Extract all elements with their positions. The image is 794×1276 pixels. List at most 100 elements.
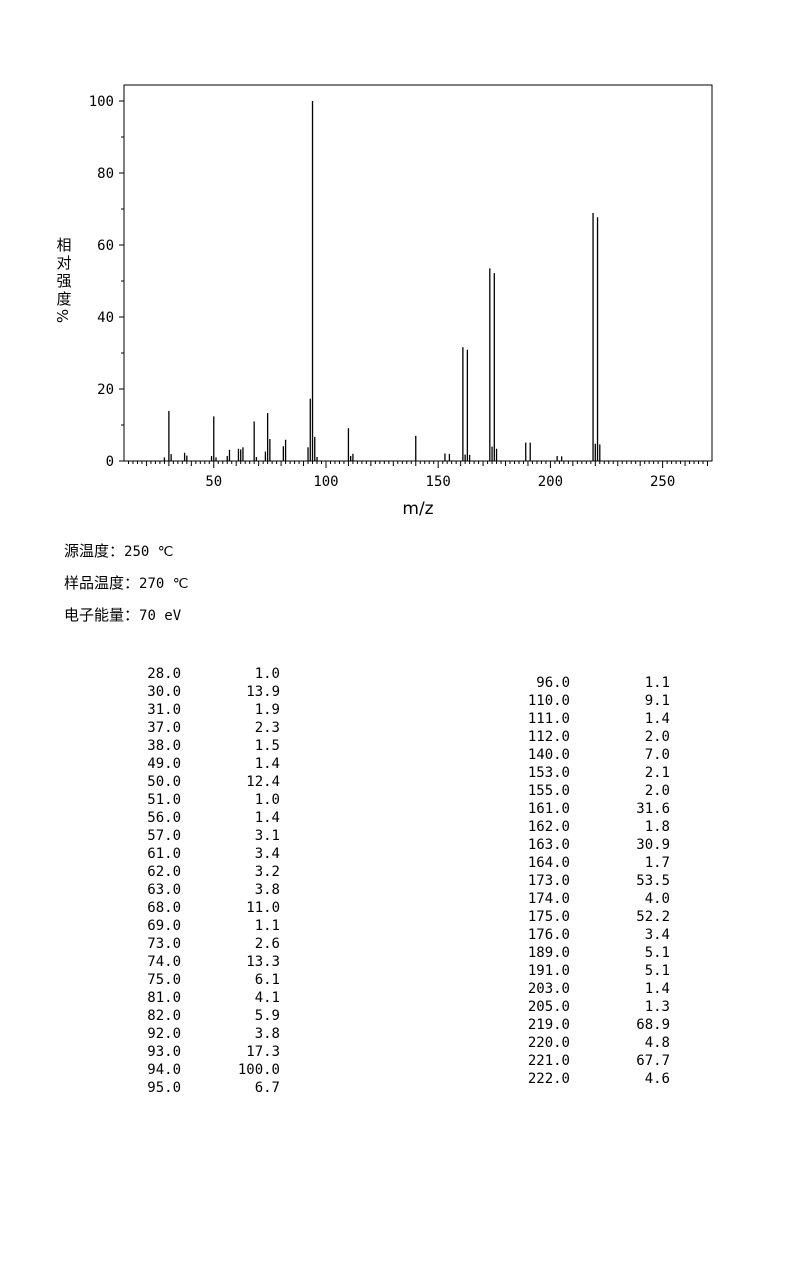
mz-value: 49.0 <box>147 756 181 772</box>
mz-value: 30.0 <box>147 684 181 700</box>
table-row: 74.0 13.3 <box>120 953 280 971</box>
table-row: 162.0 1.8 <box>500 818 670 836</box>
table-row: 174.0 4.0 <box>500 890 670 908</box>
mz-value: 155.0 <box>527 783 570 799</box>
mz-value: 220.0 <box>527 1035 570 1051</box>
table-row: 191.0 5.1 <box>500 962 670 980</box>
abundance-value: 4.1 <box>254 990 280 1006</box>
table-row: 203.0 1.4 <box>500 980 670 998</box>
table-row: 153.0 2.1 <box>500 764 670 782</box>
mz-value: 82.0 <box>147 1008 181 1024</box>
abundance-value: 3.4 <box>644 927 670 943</box>
table-row: 68.0 11.0 <box>120 899 280 917</box>
table-row: 82.0 5.9 <box>120 1007 280 1025</box>
abundance-value: 12.4 <box>246 774 280 790</box>
table-row: 110.0 9.1 <box>500 692 670 710</box>
abundance-value: 2.3 <box>254 720 280 736</box>
table-row: 93.0 17.3 <box>120 1043 280 1061</box>
table-row: 173.0 53.5 <box>500 872 670 890</box>
abundance-value: 7.0 <box>644 747 670 763</box>
mz-value: 162.0 <box>527 819 570 835</box>
mz-value: 61.0 <box>147 846 181 862</box>
mz-value: 56.0 <box>147 810 181 826</box>
abundance-value: 52.2 <box>636 909 670 925</box>
abundance-value: 1.9 <box>254 702 280 718</box>
mz-value: 94.0 <box>147 1062 181 1078</box>
mz-value: 112.0 <box>527 729 570 745</box>
table-row: 220.0 4.8 <box>500 1034 670 1052</box>
x-tick-label: 50 <box>205 474 222 490</box>
x-tick-label: 250 <box>650 474 675 490</box>
mz-value: 191.0 <box>527 963 570 979</box>
y-tick-label: 20 <box>97 382 114 398</box>
mz-value: 37.0 <box>147 720 181 736</box>
electron-energy-label: 电子能量： <box>64 606 140 624</box>
y-tick-label: 80 <box>97 166 114 182</box>
mz-value: 95.0 <box>147 1080 181 1096</box>
mz-value: 164.0 <box>527 855 570 871</box>
mz-value: 28.0 <box>147 666 181 682</box>
table-row: 96.0 1.1 <box>500 674 670 692</box>
mz-value: 173.0 <box>527 873 570 889</box>
abundance-value: 3.8 <box>254 1026 280 1042</box>
mz-value: 63.0 <box>147 882 181 898</box>
abundance-value: 2.1 <box>644 765 670 781</box>
electron-energy-value: 70 eV <box>139 608 182 624</box>
abundance-value: 5.9 <box>254 1008 280 1024</box>
y-axis-label-char: 度 <box>56 290 71 308</box>
table-row: 155.0 2.0 <box>500 782 670 800</box>
y-axis-label-char: 对 <box>56 254 71 272</box>
abundance-value: 1.1 <box>644 675 670 691</box>
abundance-value: 3.8 <box>254 882 280 898</box>
abundance-value: 5.1 <box>644 945 670 961</box>
peak-table-left: 28.0 1.0 30.0 13.9 31.0 1.9 37.0 2.3 38.0 1.5 49.0… <box>120 665 280 1097</box>
table-row: 63.0 3.8 <box>120 881 280 899</box>
x-tick-label: 150 <box>426 474 451 490</box>
table-row: 51.0 1.0 <box>120 791 280 809</box>
abundance-value: 1.4 <box>644 981 670 997</box>
abundance-value: 68.9 <box>636 1017 670 1033</box>
abundance-value: 9.1 <box>644 693 670 709</box>
abundance-value: 13.9 <box>246 684 280 700</box>
abundance-value: 4.8 <box>644 1035 670 1051</box>
mz-value: 38.0 <box>147 738 181 754</box>
y-axis-label-char: 强 <box>56 272 71 290</box>
table-row: 37.0 2.3 <box>120 719 280 737</box>
table-row: 163.0 30.9 <box>500 836 670 854</box>
source-temperature: 源温度：250 ℃ <box>64 540 173 561</box>
mz-value: 175.0 <box>527 909 570 925</box>
mz-value: 69.0 <box>147 918 181 934</box>
mz-value: 174.0 <box>527 891 570 907</box>
mz-value: 62.0 <box>147 864 181 880</box>
table-row: 49.0 1.4 <box>120 755 280 773</box>
abundance-value: 5.1 <box>644 963 670 979</box>
y-tick-label: 0 <box>106 454 114 470</box>
abundance-value: 1.8 <box>644 819 670 835</box>
axis-ticks <box>119 100 709 468</box>
abundance-value: 6.1 <box>254 972 280 988</box>
table-row: 112.0 2.0 <box>500 728 670 746</box>
table-row: 31.0 1.9 <box>120 701 280 719</box>
abundance-value: 1.4 <box>644 711 670 727</box>
mass-spectrum-chart: 50 100 150 200 250 0 20 40 60 80 100 m/z 相 对 强 度 … <box>54 84 713 519</box>
x-tick-label: 100 <box>313 474 338 490</box>
sample-temperature-value: 270 ℃ <box>139 576 189 592</box>
table-row: 75.0 6.1 <box>120 971 280 989</box>
abundance-value: 1.7 <box>644 855 670 871</box>
abundance-value: 1.5 <box>254 738 280 754</box>
x-tick-labels: 50 100 150 200 250 <box>205 474 675 490</box>
abundance-value: 1.1 <box>254 918 280 934</box>
abundance-value: 1.3 <box>644 999 670 1015</box>
mz-value: 73.0 <box>147 936 181 952</box>
table-row: 81.0 4.1 <box>120 989 280 1007</box>
table-row: 94.0 100.0 <box>120 1061 280 1079</box>
peak-table-right: 96.0 1.1 110.0 9.1 111.0 1.4 112.0 2.0 140.0 7.0 1… <box>500 674 670 1088</box>
mz-value: 50.0 <box>147 774 181 790</box>
table-row: 61.0 3.4 <box>120 845 280 863</box>
y-axis-label-char: 相 <box>56 236 71 254</box>
abundance-value: 67.7 <box>636 1053 670 1069</box>
table-row: 222.0 4.6 <box>500 1070 670 1088</box>
table-row: 50.0 12.4 <box>120 773 280 791</box>
table-row: 111.0 1.4 <box>500 710 670 728</box>
electron-energy: 电子能量：70 eV <box>64 604 181 625</box>
